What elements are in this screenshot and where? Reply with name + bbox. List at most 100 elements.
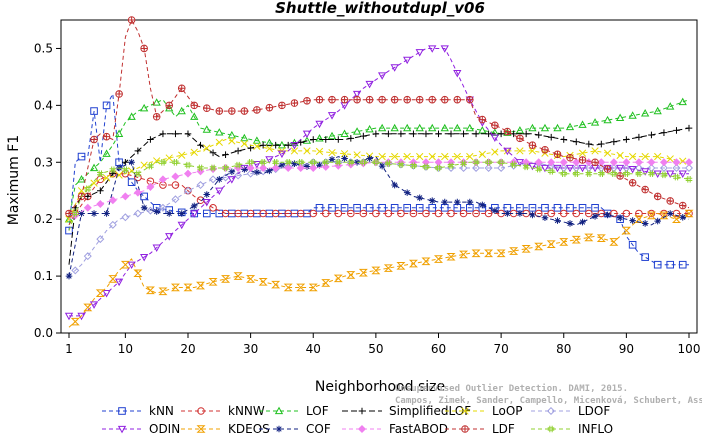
data-point — [629, 217, 636, 224]
data-point — [610, 138, 618, 146]
data-point — [654, 152, 662, 161]
data-point — [416, 152, 424, 161]
y-tick-label: 0.4 — [34, 98, 53, 112]
data-point — [597, 158, 606, 167]
data-point — [172, 130, 179, 138]
data-point — [353, 204, 361, 212]
series-line — [69, 48, 689, 317]
data-point — [459, 163, 468, 172]
data-point — [634, 158, 643, 167]
data-point — [334, 209, 343, 218]
data-point — [83, 203, 92, 212]
data-point — [673, 173, 680, 181]
data-point — [610, 170, 618, 177]
data-point — [102, 174, 111, 182]
data-point — [484, 249, 494, 258]
data-point — [660, 129, 668, 136]
data-point — [528, 162, 537, 171]
x-tick-label: 60 — [431, 342, 446, 356]
data-point — [65, 209, 73, 218]
data-point — [102, 290, 111, 298]
data-point — [385, 130, 392, 138]
data-point — [465, 123, 474, 132]
data-point — [353, 151, 361, 159]
data-point — [428, 197, 436, 204]
data-point — [190, 112, 199, 120]
data-point — [334, 136, 342, 143]
data-point — [127, 16, 136, 24]
data-point — [571, 235, 581, 244]
data-point — [120, 260, 130, 269]
data-point — [365, 95, 374, 104]
data-point — [660, 171, 668, 179]
data-point — [547, 158, 556, 167]
legend-item-knn: kNN — [102, 404, 174, 418]
data-point — [121, 213, 130, 222]
data-point — [440, 123, 449, 132]
data-point — [621, 226, 631, 235]
data-point — [71, 210, 79, 217]
data-point — [327, 112, 337, 120]
data-point — [127, 112, 136, 120]
data-point — [435, 164, 442, 172]
data-point — [209, 164, 217, 172]
data-point — [529, 211, 536, 219]
data-point — [140, 204, 148, 212]
data-point — [152, 112, 161, 121]
data-point — [83, 303, 93, 312]
data-point — [145, 286, 155, 295]
x-tick-label: 10 — [118, 342, 133, 356]
data-point — [165, 101, 174, 110]
data-point — [566, 204, 574, 212]
data-point — [461, 425, 469, 433]
data-point — [479, 201, 486, 209]
series-layer — [64, 16, 694, 328]
data-point — [616, 151, 624, 160]
data-point — [416, 194, 424, 202]
data-point — [528, 204, 537, 212]
data-point — [535, 131, 542, 139]
data-point — [553, 150, 562, 159]
data-point — [197, 164, 204, 172]
x-tick-label: 70 — [493, 342, 508, 356]
data-point — [222, 164, 229, 172]
data-point — [64, 312, 74, 321]
series-knnw — [68, 169, 693, 226]
data-point — [666, 102, 675, 110]
data-point — [177, 221, 186, 230]
data-point — [227, 176, 236, 184]
data-point — [478, 150, 486, 158]
data-point — [635, 133, 643, 141]
data-point — [603, 165, 612, 173]
data-point — [497, 158, 505, 166]
data-point — [183, 186, 192, 195]
data-point — [447, 209, 455, 218]
legend-label: LOF — [306, 404, 329, 418]
data-point — [271, 163, 280, 172]
data-point — [391, 152, 399, 161]
data-point — [685, 124, 693, 132]
data-point — [340, 129, 349, 137]
data-point — [472, 158, 480, 166]
data-point — [133, 188, 142, 197]
x-tick-label: 90 — [619, 342, 634, 356]
data-point — [265, 156, 274, 164]
data-point — [628, 152, 637, 161]
data-point — [253, 168, 261, 176]
data-point — [466, 198, 474, 206]
data-point — [315, 204, 324, 212]
data-point — [140, 44, 148, 53]
data-point — [679, 213, 687, 221]
data-point — [547, 425, 555, 433]
data-point — [271, 209, 280, 218]
series-line — [68, 173, 689, 226]
data-point — [441, 198, 449, 206]
data-point — [215, 107, 224, 115]
data-point — [547, 161, 556, 170]
data-point — [641, 185, 649, 194]
data-point — [584, 233, 594, 242]
data-point — [209, 149, 217, 157]
data-point — [147, 162, 154, 170]
data-point — [108, 220, 117, 229]
data-point — [390, 64, 399, 72]
